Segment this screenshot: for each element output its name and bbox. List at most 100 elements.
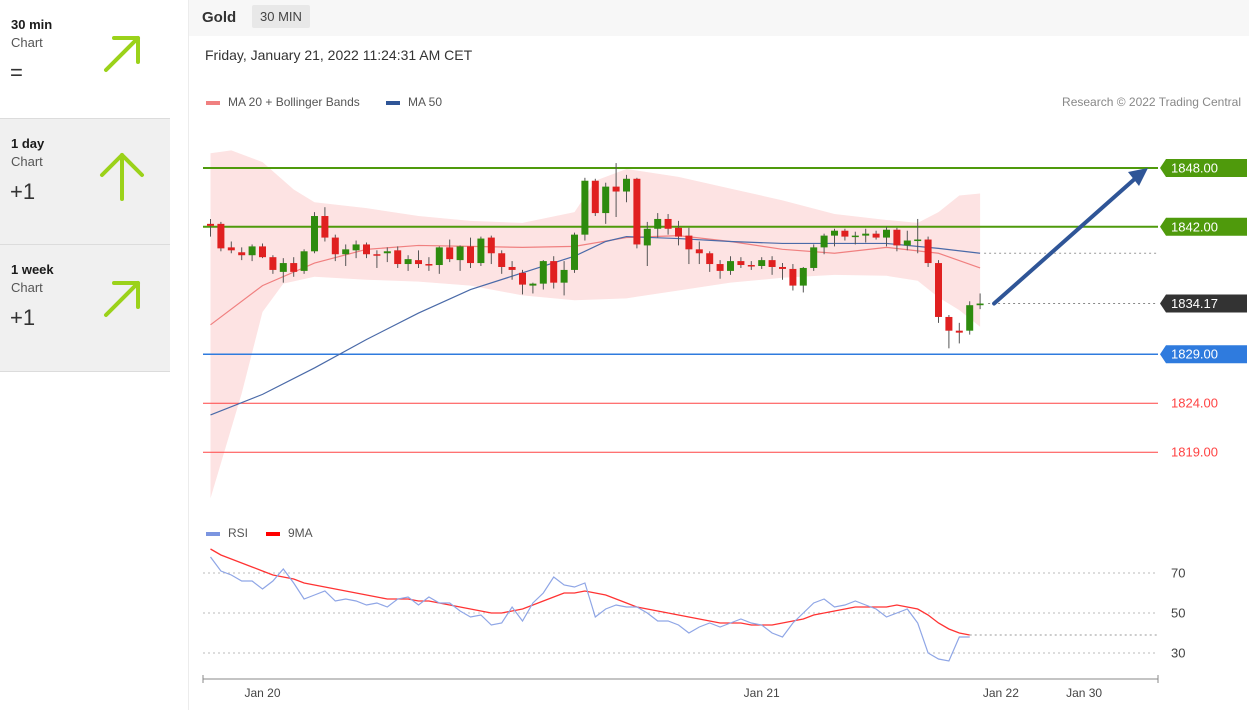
- candle: [831, 228, 838, 247]
- candle-body: [456, 246, 464, 261]
- candle-body: [238, 252, 246, 256]
- candle-body: [519, 272, 526, 285]
- candle-body: [727, 261, 734, 271]
- candle: [643, 221, 651, 266]
- candle: [342, 244, 350, 266]
- candle: [758, 257, 766, 269]
- candle: [571, 232, 578, 273]
- panel-30min[interactable]: 30 min Chart =: [0, 0, 170, 119]
- level-label-bg: [1160, 294, 1247, 313]
- candle-body: [581, 180, 589, 235]
- legend-ma50: MA 50: [386, 95, 442, 109]
- arrow-up-icon: [100, 153, 144, 201]
- candle: [446, 239, 454, 263]
- rsi-tick-label: 30: [1171, 646, 1185, 661]
- candle: [924, 236, 932, 267]
- candle-body: [820, 235, 828, 248]
- candle-body: [789, 268, 797, 286]
- candle: [664, 214, 672, 235]
- candle-body: [685, 235, 693, 250]
- candle-body: [966, 305, 974, 331]
- candle: [841, 228, 849, 241]
- level-label-text: 1848.00: [1171, 161, 1218, 176]
- candle-body: [903, 240, 911, 246]
- candle: [945, 315, 953, 349]
- candle: [279, 258, 287, 283]
- ma9-swatch: [266, 531, 280, 536]
- candle: [799, 266, 807, 293]
- ma9-line: [210, 548, 970, 636]
- candle-body: [706, 253, 714, 265]
- candle: [893, 227, 901, 252]
- candle-body: [321, 216, 329, 238]
- candle: [467, 237, 474, 268]
- candle: [394, 246, 402, 268]
- bollinger-band-area: [210, 150, 981, 499]
- candle-body: [311, 216, 318, 252]
- candle: [716, 260, 724, 279]
- panel-subtitle: Chart: [11, 280, 43, 295]
- timeframe-sidebar: 30 min Chart = 1 day Chart +1 1 week Cha…: [0, 0, 170, 372]
- candle-body: [415, 260, 422, 265]
- candle-body: [425, 264, 433, 266]
- arrow-up-right-icon: [104, 36, 140, 72]
- candle-body: [404, 259, 412, 265]
- level-label: 1824.00: [1171, 396, 1218, 411]
- level-label-bg: [1160, 217, 1247, 236]
- candle: [217, 221, 225, 252]
- candle-body: [883, 229, 890, 238]
- level-label-text: 1834.17: [1171, 296, 1218, 311]
- panel-1week[interactable]: 1 week Chart +1: [0, 245, 170, 372]
- candle: [238, 247, 246, 261]
- candle: [321, 207, 329, 242]
- candle: [612, 163, 620, 217]
- copyright-text: Research © 2022 Trading Central: [1062, 95, 1241, 109]
- panel-title: 30 min: [11, 17, 53, 32]
- candle-body: [550, 261, 558, 283]
- candle-body: [664, 218, 672, 229]
- candle: [487, 235, 495, 265]
- candle: [654, 213, 662, 238]
- panel-value: =: [10, 60, 23, 85]
- candle: [966, 301, 974, 335]
- candle: [415, 250, 422, 268]
- x-tick-label: Jan 21: [744, 686, 780, 700]
- candle-body: [737, 261, 745, 266]
- panel-1day[interactable]: 1 day Chart +1: [0, 119, 170, 245]
- panel-subtitle: Chart: [11, 35, 43, 50]
- ma50-swatch: [386, 100, 400, 105]
- candle: [623, 174, 630, 203]
- candle: [768, 256, 776, 275]
- candle: [300, 249, 308, 274]
- candle-body: [799, 267, 807, 286]
- candle-body: [841, 230, 849, 237]
- candle-body: [207, 223, 214, 226]
- candle-body: [768, 260, 776, 267]
- candle-body: [363, 244, 370, 255]
- candle-body: [924, 239, 932, 264]
- timeframe-button[interactable]: 30 MIN: [252, 5, 310, 28]
- candle: [685, 227, 693, 265]
- ma50-line: [210, 235, 981, 416]
- candle-body: [487, 237, 495, 254]
- level-label-text: 1842.00: [1171, 219, 1218, 234]
- candle-body: [623, 178, 630, 192]
- candle-body: [914, 239, 922, 242]
- candle: [311, 212, 318, 254]
- arrow-up-right-icon: [104, 281, 140, 317]
- panel-value: +1: [10, 305, 36, 330]
- candle: [675, 220, 682, 246]
- candle-body: [716, 264, 724, 271]
- candle-body: [373, 254, 381, 256]
- candle-body: [955, 330, 963, 333]
- candle: [352, 240, 360, 259]
- candle: [591, 178, 599, 217]
- panel-value: +1: [10, 179, 36, 204]
- candle-body: [851, 235, 859, 238]
- candle-body: [529, 283, 537, 286]
- candle-body: [643, 228, 651, 246]
- symbol-name: Gold: [202, 9, 237, 26]
- candle-body: [893, 229, 901, 246]
- candle: [519, 269, 526, 295]
